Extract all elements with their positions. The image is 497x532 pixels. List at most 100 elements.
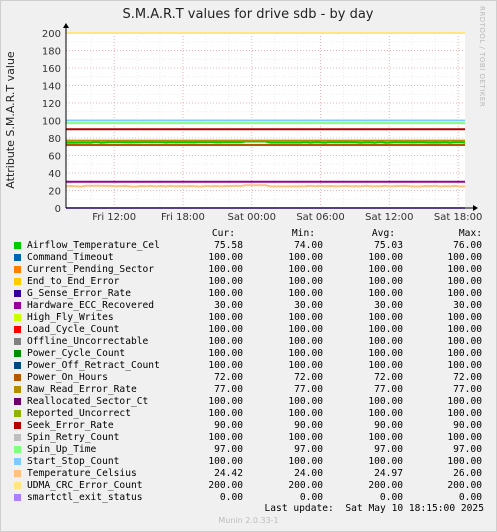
value-cur: 100.00 [208, 252, 243, 263]
value-max: 100.00 [447, 408, 482, 419]
legend-row: Start_Stop_Count 100.00 100.00 100.00 100.00 [0, 456, 497, 468]
value-cur: 24.42 [214, 468, 243, 479]
value-max: 100.00 [447, 456, 482, 467]
series-name: Load_Cycle_Count [27, 324, 120, 335]
y-tick-label: 80 [48, 134, 61, 145]
value-avg: 100.00 [368, 312, 403, 323]
value-avg: 77.00 [374, 384, 403, 395]
value-avg: 100.00 [368, 288, 403, 299]
value-min: 100.00 [288, 396, 323, 407]
x-tick-label: Fri 12:00 [92, 212, 136, 223]
value-min: 100.00 [288, 408, 323, 419]
value-min: 200.00 [288, 480, 323, 491]
value-cur: 97.00 [214, 444, 243, 455]
x-tick-labels: Fri 12:00 Fri 18:00 Sat 00:00 Sat 06:00 Sat … [92, 212, 482, 223]
legend-row: Command_Timeout 100.00 100.00 100.00 100.00 [0, 252, 497, 264]
value-avg: 100.00 [368, 264, 403, 275]
value-cur: 100.00 [208, 348, 243, 359]
series-name: Reported_Uncorrect [27, 408, 131, 419]
legend-swatch [14, 494, 21, 501]
legend-swatch [14, 278, 21, 285]
y-axis-arrow-icon [63, 23, 69, 28]
series-line [65, 184, 466, 188]
legend-swatch [14, 314, 21, 321]
legend-swatch [14, 302, 21, 309]
value-max: 100.00 [447, 312, 482, 323]
value-max: 90.00 [453, 420, 482, 431]
x-tick-label: Sat 06:00 [296, 212, 344, 223]
legend-header-row: Cur: Min: Avg: Max: [0, 228, 497, 240]
legend-row: G_Sense_Error_Rate 100.00 100.00 100.00 100.… [0, 288, 497, 300]
value-avg: 90.00 [374, 420, 403, 431]
value-cur: 77.00 [214, 384, 243, 395]
value-min: 100.00 [288, 432, 323, 443]
value-avg: 100.00 [368, 336, 403, 347]
value-cur: 30.00 [214, 300, 243, 311]
legend-swatch [14, 398, 21, 405]
value-max: 100.00 [447, 336, 482, 347]
legend-row: Seek_Error_Rate 90.00 90.00 90.00 90.00 [0, 420, 497, 432]
value-max: 100.00 [447, 288, 482, 299]
y-tick-label: 160 [42, 64, 61, 75]
legend-swatch [14, 386, 21, 393]
value-cur: 100.00 [208, 324, 243, 335]
axes [63, 23, 478, 211]
value-avg: 100.00 [368, 252, 403, 263]
legend-row: Offline_Uncorrectable 100.00 100.00 100.00 1… [0, 336, 497, 348]
value-cur: 100.00 [208, 276, 243, 287]
value-min: 100.00 [288, 264, 323, 275]
legend-row: Spin_Retry_Count 100.00 100.00 100.00 100.00 [0, 432, 497, 444]
value-cur: 75.58 [214, 240, 243, 251]
series-name: Offline_Uncorrectable [27, 336, 149, 347]
value-cur: 100.00 [208, 360, 243, 371]
value-max: 30.00 [453, 300, 482, 311]
value-min: 100.00 [288, 348, 323, 359]
y-tick-label: 100 [42, 117, 61, 128]
series-name: UDMA_CRC_Error_Count [27, 480, 143, 491]
legend-row: Airflow_Temperature_Cel 75.58 74.00 75.03 76… [0, 240, 497, 252]
legend-row: Power_Cycle_Count 100.00 100.00 100.00 100.0… [0, 348, 497, 360]
series-name: Power_Off_Retract_Count [27, 360, 160, 371]
value-min: 100.00 [288, 324, 323, 335]
value-min: 100.00 [288, 360, 323, 371]
legend-swatch [14, 242, 21, 249]
value-max: 76.00 [453, 240, 482, 251]
value-cur: 100.00 [208, 312, 243, 323]
value-avg: 100.00 [368, 432, 403, 443]
value-cur: 200.00 [208, 480, 243, 491]
value-min: 100.00 [288, 456, 323, 467]
value-cur: 100.00 [208, 432, 243, 443]
legend-swatch [14, 350, 21, 357]
y-tick-label: 140 [42, 82, 61, 93]
series-name: Start_Stop_Count [27, 456, 120, 467]
y-tick-label: 20 [48, 187, 61, 198]
header-max: Max: [458, 228, 482, 239]
header-cur: Cur: [211, 228, 235, 239]
value-max: 72.00 [453, 372, 482, 383]
y-tick-label: 40 [48, 169, 61, 180]
series-name: smartctl_exit_status [27, 492, 143, 503]
y-tick-label: 120 [42, 99, 61, 110]
y-tick-label: 180 [42, 47, 61, 58]
value-max: 100.00 [447, 348, 482, 359]
value-max: 100.00 [447, 324, 482, 335]
series-name: Power_On_Hours [27, 372, 108, 383]
series-name: Raw_Read_Error_Rate [27, 384, 137, 395]
value-cur: 100.00 [208, 456, 243, 467]
value-cur: 0.00 [219, 492, 243, 503]
value-min: 100.00 [288, 276, 323, 287]
value-cur: 100.00 [208, 288, 243, 299]
legend-row: Current_Pending_Sector 100.00 100.00 100.00… [0, 264, 497, 276]
value-min: 30.00 [294, 300, 323, 311]
value-max: 26.00 [453, 468, 482, 479]
value-cur: 100.00 [208, 336, 243, 347]
value-avg: 100.00 [368, 324, 403, 335]
y-tick-label: 60 [48, 152, 61, 163]
x-tick-label: Sat 18:00 [434, 212, 482, 223]
legend-swatch [14, 434, 21, 441]
legend-row: smartctl_exit_status 0.00 0.00 0.00 0.00 [0, 492, 497, 504]
value-min: 77.00 [294, 384, 323, 395]
legend-swatch [14, 362, 21, 369]
value-avg: 0.00 [379, 492, 403, 503]
